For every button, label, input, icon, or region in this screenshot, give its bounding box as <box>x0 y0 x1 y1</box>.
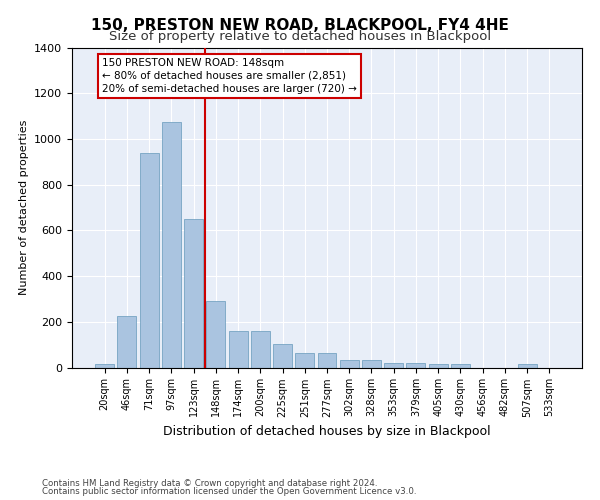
Bar <box>118 316 136 368</box>
Bar <box>95 364 114 368</box>
Bar <box>406 363 425 368</box>
Bar <box>340 360 359 368</box>
Y-axis label: Number of detached properties: Number of detached properties <box>19 120 29 295</box>
Bar <box>184 219 203 368</box>
Bar <box>429 364 448 368</box>
Bar <box>229 331 248 368</box>
Bar <box>162 122 181 368</box>
Bar <box>362 360 381 368</box>
Bar <box>451 364 470 368</box>
X-axis label: Distribution of detached houses by size in Blackpool: Distribution of detached houses by size … <box>163 425 491 438</box>
Bar <box>317 352 337 368</box>
Text: 150, PRESTON NEW ROAD, BLACKPOOL, FY4 4HE: 150, PRESTON NEW ROAD, BLACKPOOL, FY4 4H… <box>91 18 509 32</box>
Bar <box>140 152 158 368</box>
Bar <box>295 352 314 368</box>
Text: Size of property relative to detached houses in Blackpool: Size of property relative to detached ho… <box>109 30 491 43</box>
Bar <box>518 364 536 368</box>
Text: 150 PRESTON NEW ROAD: 148sqm
← 80% of detached houses are smaller (2,851)
20% of: 150 PRESTON NEW ROAD: 148sqm ← 80% of de… <box>103 58 357 94</box>
Bar <box>206 301 225 368</box>
Text: Contains public sector information licensed under the Open Government Licence v3: Contains public sector information licen… <box>42 487 416 496</box>
Bar <box>384 363 403 368</box>
Text: Contains HM Land Registry data © Crown copyright and database right 2024.: Contains HM Land Registry data © Crown c… <box>42 479 377 488</box>
Bar <box>273 344 292 367</box>
Bar <box>251 331 270 368</box>
